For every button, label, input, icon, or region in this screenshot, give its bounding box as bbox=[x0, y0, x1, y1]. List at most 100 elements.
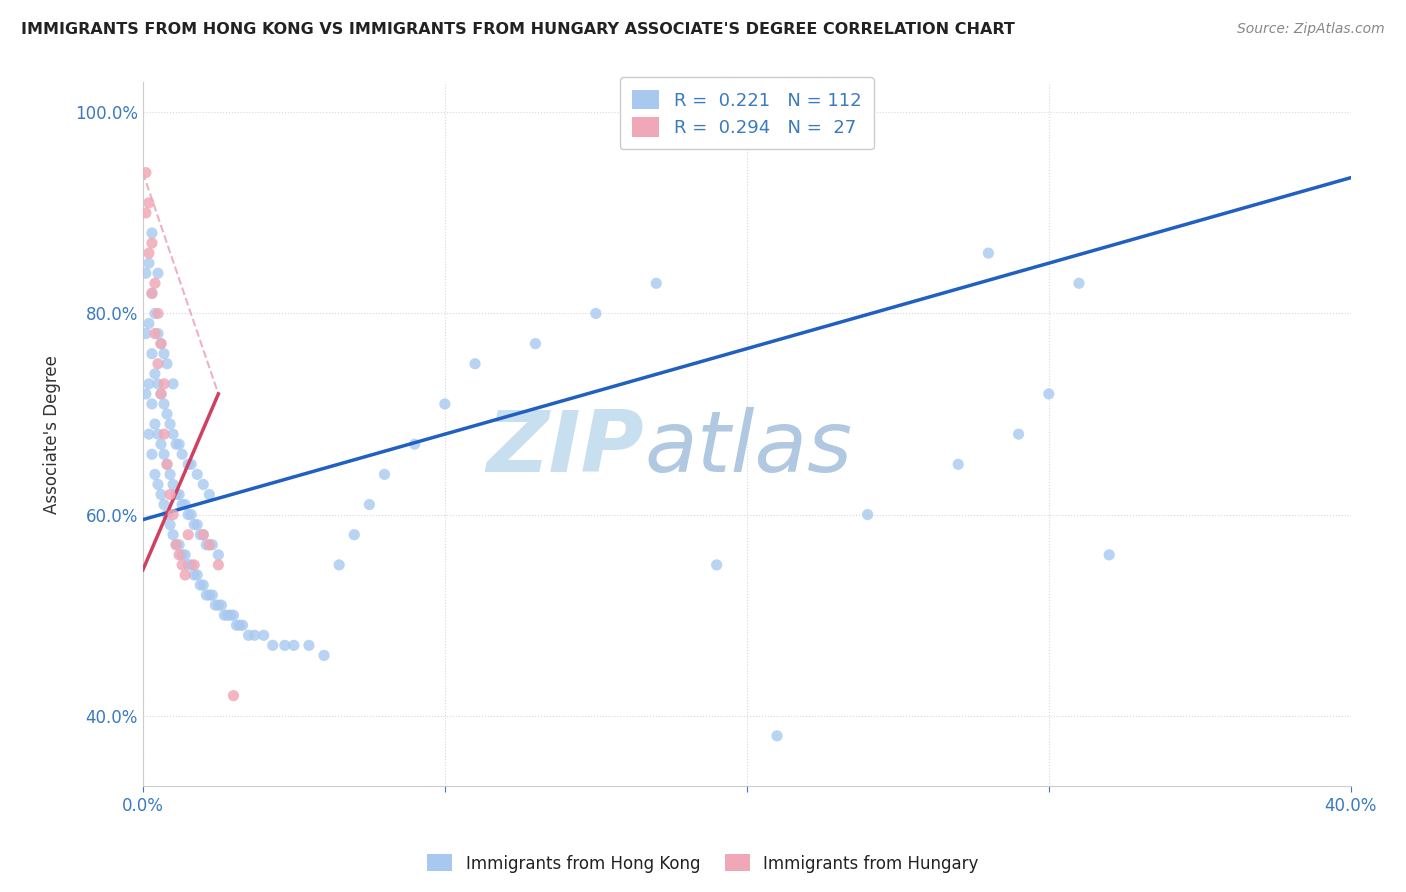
Point bbox=[193, 477, 215, 491]
Point bbox=[856, 508, 879, 522]
Point bbox=[373, 467, 395, 482]
Point bbox=[146, 427, 169, 442]
Point bbox=[141, 347, 163, 361]
Point bbox=[135, 166, 157, 180]
Point bbox=[706, 558, 728, 572]
Point bbox=[156, 357, 179, 371]
Text: ZIP: ZIP bbox=[486, 407, 644, 490]
Point bbox=[948, 458, 970, 472]
Text: atlas: atlas bbox=[644, 407, 852, 490]
Text: IMMIGRANTS FROM HONG KONG VS IMMIGRANTS FROM HUNGARY ASSOCIATE'S DEGREE CORRELAT: IMMIGRANTS FROM HONG KONG VS IMMIGRANTS … bbox=[21, 22, 1015, 37]
Point bbox=[193, 527, 215, 541]
Point bbox=[977, 246, 1000, 260]
Point bbox=[153, 397, 176, 411]
Point bbox=[162, 527, 184, 541]
Point bbox=[159, 417, 181, 431]
Point bbox=[198, 538, 221, 552]
Point bbox=[174, 548, 197, 562]
Point bbox=[153, 498, 176, 512]
Point bbox=[201, 538, 224, 552]
Point bbox=[766, 729, 789, 743]
Point bbox=[156, 407, 179, 421]
Point bbox=[150, 487, 173, 501]
Point bbox=[156, 458, 179, 472]
Point bbox=[141, 286, 163, 301]
Point bbox=[217, 608, 239, 623]
Point bbox=[167, 538, 190, 552]
Point bbox=[209, 598, 232, 612]
Point bbox=[524, 336, 547, 351]
Point bbox=[138, 256, 160, 270]
Point bbox=[243, 628, 266, 642]
Point bbox=[167, 548, 190, 562]
Point bbox=[141, 286, 163, 301]
Point bbox=[180, 508, 202, 522]
Point bbox=[143, 367, 166, 381]
Point bbox=[159, 487, 181, 501]
Point bbox=[153, 427, 176, 442]
Point bbox=[167, 437, 190, 451]
Point bbox=[146, 477, 169, 491]
Point bbox=[167, 487, 190, 501]
Point bbox=[143, 417, 166, 431]
Point bbox=[186, 467, 208, 482]
Point bbox=[174, 498, 197, 512]
Point bbox=[193, 527, 215, 541]
Point bbox=[207, 548, 229, 562]
Point bbox=[274, 638, 297, 652]
Point bbox=[146, 357, 169, 371]
Point bbox=[165, 437, 187, 451]
Point bbox=[645, 277, 668, 291]
Point bbox=[186, 568, 208, 582]
Point bbox=[183, 568, 205, 582]
Point bbox=[193, 578, 215, 592]
Point bbox=[186, 517, 208, 532]
Point bbox=[146, 376, 169, 391]
Point bbox=[298, 638, 321, 652]
Point bbox=[1007, 427, 1029, 442]
Point bbox=[172, 558, 194, 572]
Point bbox=[183, 517, 205, 532]
Point bbox=[262, 638, 284, 652]
Point bbox=[141, 226, 163, 240]
Point bbox=[1067, 277, 1090, 291]
Point bbox=[135, 387, 157, 401]
Point bbox=[214, 608, 236, 623]
Point bbox=[359, 498, 381, 512]
Point bbox=[143, 467, 166, 482]
Point bbox=[143, 326, 166, 341]
Point bbox=[585, 306, 607, 320]
Point bbox=[188, 578, 211, 592]
Point bbox=[464, 357, 486, 371]
Point bbox=[177, 458, 200, 472]
Point bbox=[433, 397, 456, 411]
Point bbox=[198, 538, 221, 552]
Point bbox=[141, 447, 163, 461]
Point bbox=[177, 527, 200, 541]
Legend: Immigrants from Hong Kong, Immigrants from Hungary: Immigrants from Hong Kong, Immigrants fr… bbox=[420, 847, 986, 880]
Point bbox=[228, 618, 250, 632]
Point bbox=[146, 306, 169, 320]
Point bbox=[198, 487, 221, 501]
Point bbox=[188, 527, 211, 541]
Point bbox=[312, 648, 335, 663]
Point bbox=[162, 376, 184, 391]
Point bbox=[180, 558, 202, 572]
Point bbox=[222, 689, 245, 703]
Point bbox=[219, 608, 242, 623]
Point bbox=[177, 558, 200, 572]
Point bbox=[172, 548, 194, 562]
Point bbox=[159, 467, 181, 482]
Point bbox=[135, 266, 157, 280]
Point bbox=[143, 277, 166, 291]
Y-axis label: Associate's Degree: Associate's Degree bbox=[44, 355, 60, 514]
Point bbox=[1038, 387, 1060, 401]
Point bbox=[156, 508, 179, 522]
Point bbox=[198, 588, 221, 602]
Point bbox=[225, 618, 247, 632]
Point bbox=[150, 437, 173, 451]
Point bbox=[162, 508, 184, 522]
Point bbox=[183, 558, 205, 572]
Point bbox=[138, 246, 160, 260]
Point bbox=[141, 235, 163, 250]
